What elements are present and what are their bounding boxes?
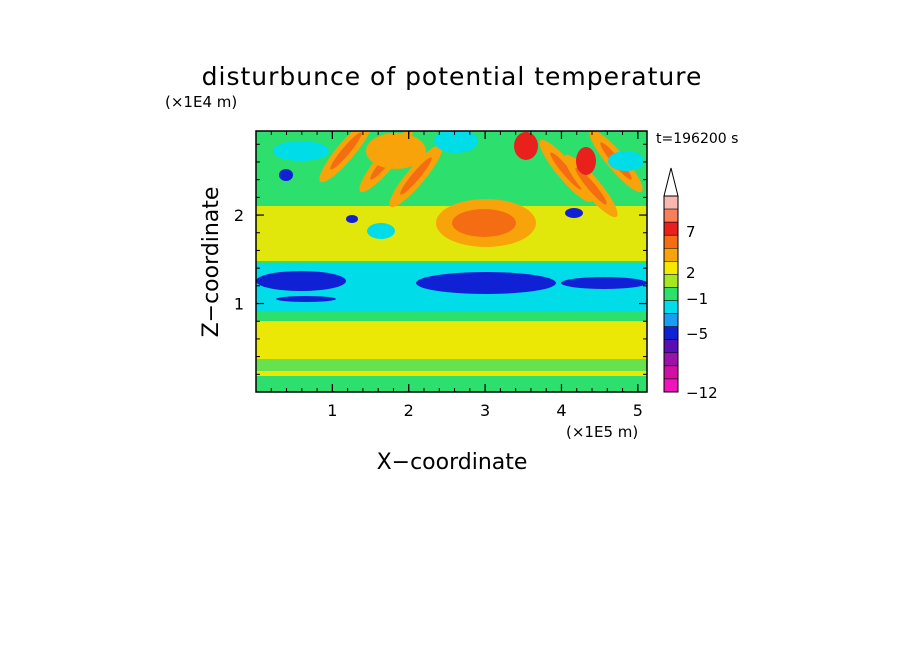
colorbar-swatch	[663, 326, 679, 340]
colorbar-label: −5	[686, 325, 708, 343]
plot-frame	[255, 130, 648, 393]
x-unit-label: (×1E5 m)	[566, 423, 638, 441]
x-axis-label: X−coordinate	[377, 450, 528, 475]
colorbar: 7 2 −1 −5 −12	[663, 167, 718, 402]
x-tick-label: 2	[404, 401, 414, 420]
x-tick-label: 3	[480, 401, 490, 420]
colorbar-swatch	[663, 248, 679, 262]
colorbar-swatch	[663, 195, 679, 210]
colorbar-swatch	[663, 352, 679, 367]
colorbar-extend-arrow	[663, 167, 679, 197]
colorbar-label: −12	[686, 384, 718, 402]
colorbar-swatch	[663, 234, 679, 249]
colorbar-swatch	[663, 378, 679, 393]
x-tick-label: 1	[327, 401, 337, 420]
colorbar-swatch	[663, 274, 679, 288]
y-unit-label: (×1E4 m)	[165, 93, 237, 111]
y-axis-label: Z−coordinate	[199, 187, 224, 338]
colorbar-label: 7	[686, 223, 696, 241]
colorbar-swatch	[663, 287, 679, 301]
y-axis: 12	[234, 143, 647, 375]
colorbar-label: 2	[686, 264, 696, 282]
colorbar-swatch	[663, 339, 679, 354]
time-label: t=196200 s	[656, 131, 738, 147]
colorbar-swatch	[663, 221, 679, 236]
colorbar-swatch	[663, 313, 679, 327]
colorbar-swatch	[663, 300, 679, 314]
colorbar-label: −1	[686, 290, 708, 308]
chart-title: disturbunce of potential temperature	[202, 62, 703, 91]
colorbar-swatch	[663, 261, 679, 275]
colorbar-swatch	[663, 365, 679, 380]
x-tick-label: 5	[633, 401, 643, 420]
colorbar-swatch	[663, 208, 679, 223]
contour-field	[256, 131, 647, 392]
y-tick-label: 2	[234, 206, 244, 225]
x-tick-label: 4	[556, 401, 566, 420]
y-tick-label: 1	[234, 295, 244, 314]
x-axis: 1 2 3 4 5	[270, 131, 643, 420]
